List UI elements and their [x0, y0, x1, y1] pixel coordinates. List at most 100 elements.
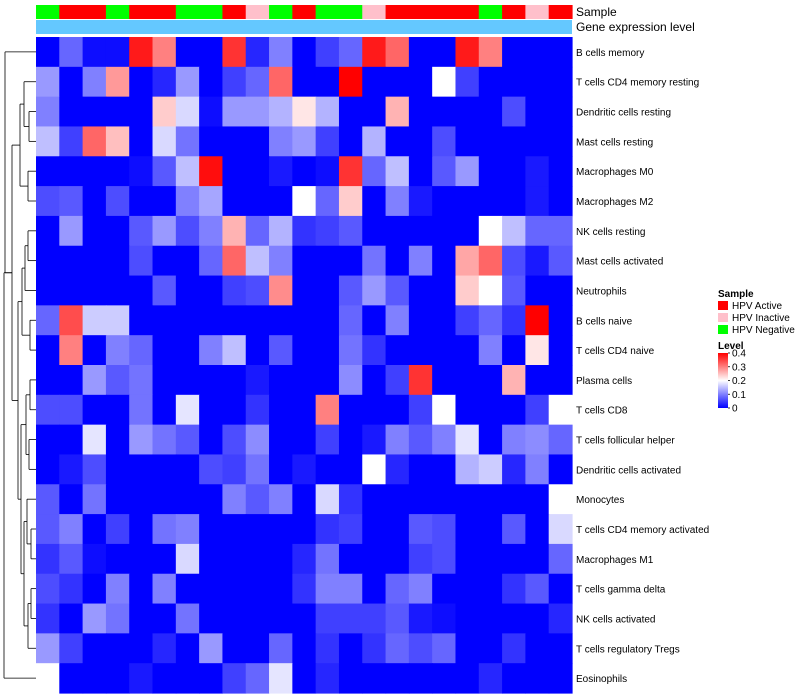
heatmap-cell: [199, 186, 224, 217]
heatmap-cell: [548, 573, 573, 605]
heatmap-cell: [222, 335, 247, 366]
heatmap-cell: [292, 37, 317, 68]
heatmap-cell: [338, 454, 363, 485]
heatmap-cell: [152, 603, 177, 634]
heatmap-cell: [222, 543, 247, 575]
heatmap-cell: [199, 215, 224, 247]
heatmap-cell: [525, 573, 550, 605]
heatmap-cell: [478, 305, 503, 336]
heatmap-cell: [245, 126, 270, 157]
heatmap-cell: [82, 245, 107, 277]
row-label: Mast cells activated: [576, 257, 663, 268]
heatmap-cell: [105, 37, 130, 68]
row-label: B cells naive: [576, 316, 633, 327]
heatmap-cell: [36, 156, 60, 187]
heatmap-cell: [362, 96, 387, 128]
heatmap-cell: [338, 603, 363, 634]
heatmap-cell: [292, 514, 317, 545]
heatmap-cell: [152, 66, 177, 98]
heatmap-cell: [82, 365, 107, 396]
heatmap-cell: [385, 573, 410, 605]
row-label: B cells memory: [576, 48, 644, 59]
heatmap-cell: [338, 275, 363, 306]
heatmap-cell: [338, 335, 363, 366]
heatmap-cell: [408, 424, 433, 456]
sample-annotation-cell: [152, 5, 177, 19]
heatmap-cell: [455, 484, 480, 515]
heatmap-cell: [525, 66, 550, 98]
heatmap-cell: [59, 603, 84, 634]
row-dendrogram: [3, 51, 36, 679]
heatmap-cell: [129, 365, 154, 396]
heatmap-cell: [548, 543, 573, 575]
heatmap-cell: [338, 245, 363, 277]
heatmap-cell: [269, 215, 293, 247]
heatmap-cell: [525, 126, 550, 157]
heatmap-cell: [152, 424, 177, 456]
heatmap-cell: [82, 454, 107, 485]
heatmap-cell: [269, 96, 293, 128]
heatmap-cell: [385, 424, 410, 456]
heatmap-cell: [152, 633, 177, 664]
heatmap-cell: [269, 454, 293, 485]
heatmap-cell: [105, 305, 130, 336]
heatmap-cell: [269, 633, 293, 664]
heatmap-cell: [152, 186, 177, 217]
heatmap-cell: [59, 573, 84, 605]
heatmap-cell: [315, 633, 340, 664]
heatmap-cell: [408, 454, 433, 485]
heatmap-cell: [548, 365, 573, 396]
heatmap-cell: [82, 275, 107, 306]
heatmap-cell: [175, 275, 200, 306]
heatmap-cell: [222, 573, 247, 605]
heatmap-cell: [245, 603, 270, 634]
heatmap-cell: [362, 335, 387, 366]
heatmap-cell: [292, 126, 317, 157]
heatmap-cell: [59, 335, 84, 366]
heatmap-cell: [385, 514, 410, 545]
heatmap-cell: [502, 394, 526, 426]
heatmap-cell: [385, 275, 410, 306]
heatmap-cell: [502, 514, 526, 545]
heatmap-cell: [222, 305, 247, 336]
sample-annotation-cell: [222, 5, 247, 19]
heatmap-cell: [548, 603, 573, 634]
heatmap-cell: [105, 484, 130, 515]
heatmap-cell: [269, 186, 293, 217]
heatmap-cell: [385, 633, 410, 664]
heatmap-cell: [502, 573, 526, 605]
heatmap-cell: [362, 424, 387, 456]
heatmap-cell: [478, 454, 503, 485]
heatmap-cell: [269, 394, 293, 426]
heatmap-cell: [502, 365, 526, 396]
heatmap-cell: [502, 424, 526, 456]
heatmap-cell: [129, 454, 154, 485]
heatmap-cell: [199, 126, 224, 157]
heatmap-cell: [269, 126, 293, 157]
heatmap-cell: [478, 245, 503, 277]
legend-tick-label: 0.4: [732, 349, 746, 360]
heatmap-cell: [59, 37, 84, 68]
row-label: T cells CD4 naive: [576, 346, 655, 357]
heatmap-cell: [362, 603, 387, 634]
heatmap-cell: [315, 186, 340, 217]
heatmap-cell: [245, 37, 270, 68]
heatmap-cell: [478, 633, 503, 664]
heatmap-cell: [525, 245, 550, 277]
heatmap-cell: [292, 66, 317, 98]
sample-annotation-cell: [548, 5, 573, 19]
row-label: T cells CD4 memory resting: [576, 78, 699, 89]
heatmap-cell: [269, 66, 293, 98]
heatmap-cell: [269, 543, 293, 575]
heatmap-cell: [362, 305, 387, 336]
heatmap-cell: [175, 454, 200, 485]
heatmap-cell: [199, 663, 224, 694]
heatmap-cell: [385, 335, 410, 366]
heatmap-cell: [245, 66, 270, 98]
heatmap-cell: [129, 633, 154, 664]
heatmap-cell: [269, 275, 293, 306]
heatmap-cell: [292, 454, 317, 485]
row-label: NK cells resting: [576, 227, 645, 238]
heatmap-cell: [175, 603, 200, 634]
heatmap-cell: [59, 663, 84, 694]
